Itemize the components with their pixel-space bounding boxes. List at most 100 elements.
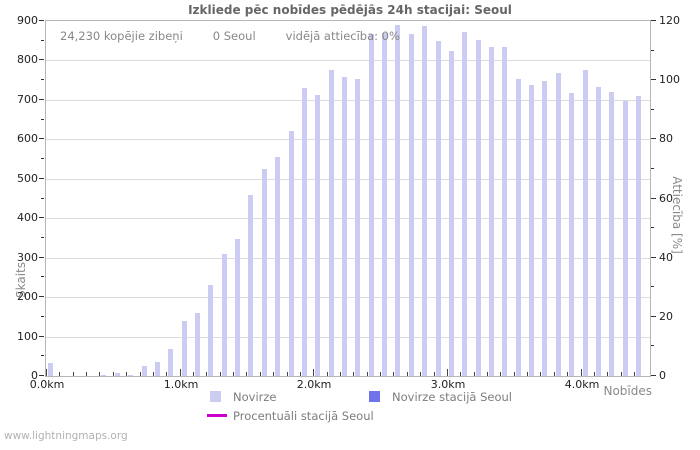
x-minor-tick (487, 372, 488, 376)
x-minor-tick (514, 372, 515, 376)
x-major-tick (447, 369, 448, 376)
x-axis-title: Nobīdes (603, 384, 652, 398)
x-tick-label: 1.0km (163, 378, 199, 391)
x-minor-tick (340, 372, 341, 376)
x-minor-tick (273, 372, 274, 376)
bar (583, 70, 588, 376)
y-right-tick (651, 20, 656, 21)
y-right-minor-tick (651, 345, 654, 347)
plot-area (45, 20, 651, 377)
x-minor-tick (86, 372, 87, 376)
x-minor-tick (540, 372, 541, 376)
x-minor-tick (260, 372, 261, 376)
bar (262, 169, 267, 376)
bar (369, 34, 374, 376)
station-count-label: 0 Seoul (212, 29, 256, 43)
bar (623, 101, 628, 376)
bar (302, 88, 307, 376)
x-minor-tick (621, 372, 622, 376)
summary-info: 24,230 kopējie zibeņi 0 Seoul vidējā attie… (60, 29, 430, 43)
bar (449, 51, 454, 376)
y-left-tick-label: 400 (17, 211, 38, 225)
x-minor-tick (206, 372, 207, 376)
bar (155, 362, 160, 376)
y-right-tick (651, 79, 656, 81)
x-minor-tick (474, 372, 475, 376)
y-right-tick (651, 315, 656, 317)
y-right-tick-label: 80 (659, 132, 673, 146)
watermark-link[interactable]: www.lightningmaps.org (4, 430, 128, 442)
legend-label-procentuali: Procentuāli stacijā Seoul (233, 409, 374, 423)
x-major-tick (180, 369, 181, 376)
bar (409, 34, 414, 376)
chart-title: Izkliede pēc nobīdes pēdējās 24h stacija… (188, 3, 512, 17)
y-left-tick (39, 20, 44, 21)
x-minor-tick (140, 372, 141, 376)
y-left-tick (39, 296, 44, 298)
bar (315, 95, 320, 376)
bar (609, 92, 614, 376)
y-right-tick-label: 100 (659, 73, 680, 87)
x-tick-label: 0.0km (29, 378, 65, 391)
x-minor-tick (393, 372, 394, 376)
bar (329, 70, 334, 376)
x-minor-tick (126, 372, 127, 376)
y-right-tick (651, 197, 656, 199)
y-left-tick (39, 256, 44, 258)
y-left-tick (39, 375, 44, 376)
y-right-minor-tick (651, 227, 654, 229)
y-left-tick (39, 59, 44, 61)
gridline (46, 139, 650, 141)
y-right-minor-tick (651, 49, 654, 51)
y-right-tick (651, 256, 656, 258)
x-minor-tick (153, 372, 154, 376)
gridline (46, 60, 650, 62)
bar (128, 375, 133, 376)
bar (556, 73, 561, 376)
y-right-tick (651, 375, 656, 376)
x-minor-tick (367, 372, 368, 376)
legend-swatch-novirze (210, 391, 221, 402)
y-left-tick-label: 700 (17, 92, 38, 106)
bar (476, 40, 481, 376)
x-minor-tick (59, 372, 60, 376)
right-axis-title: Attiecība [%] (670, 176, 684, 254)
bar (195, 313, 200, 376)
bar (382, 33, 387, 376)
y-left-minor-tick (41, 79, 44, 81)
y-right-tick-label: 20 (659, 309, 673, 323)
x-minor-tick (193, 372, 194, 376)
bar (48, 363, 53, 376)
y-left-tick-label: 600 (17, 132, 38, 146)
y-left-tick (39, 177, 44, 179)
bar (569, 93, 574, 376)
y-right-tick-label: 120 (659, 14, 680, 27)
x-minor-tick (420, 372, 421, 376)
y-left-minor-tick (41, 158, 44, 160)
bar (462, 32, 467, 376)
x-minor-tick (233, 372, 234, 376)
bar (275, 157, 280, 376)
x-minor-tick (246, 372, 247, 376)
x-minor-tick (634, 372, 635, 376)
y-left-minor-tick (41, 118, 44, 120)
x-minor-tick (300, 372, 301, 376)
bar (596, 87, 601, 376)
legend-label-novirze: Novirze (233, 390, 277, 404)
y-left-minor-tick (41, 197, 44, 199)
y-left-tick-label: 0 (31, 369, 38, 382)
bar (436, 41, 441, 376)
bar (235, 239, 240, 376)
y-left-tick-label: 100 (17, 329, 38, 343)
bar (222, 254, 227, 376)
y-right-tick-label: 60 (659, 191, 673, 205)
y-left-tick-label: 800 (17, 53, 38, 67)
gridline (46, 336, 650, 338)
x-minor-tick (353, 372, 354, 376)
gridline (46, 257, 650, 259)
gridline (46, 178, 650, 180)
bar (248, 195, 253, 376)
gridline (46, 99, 650, 101)
x-major-tick (313, 369, 314, 376)
x-minor-tick (113, 372, 114, 376)
